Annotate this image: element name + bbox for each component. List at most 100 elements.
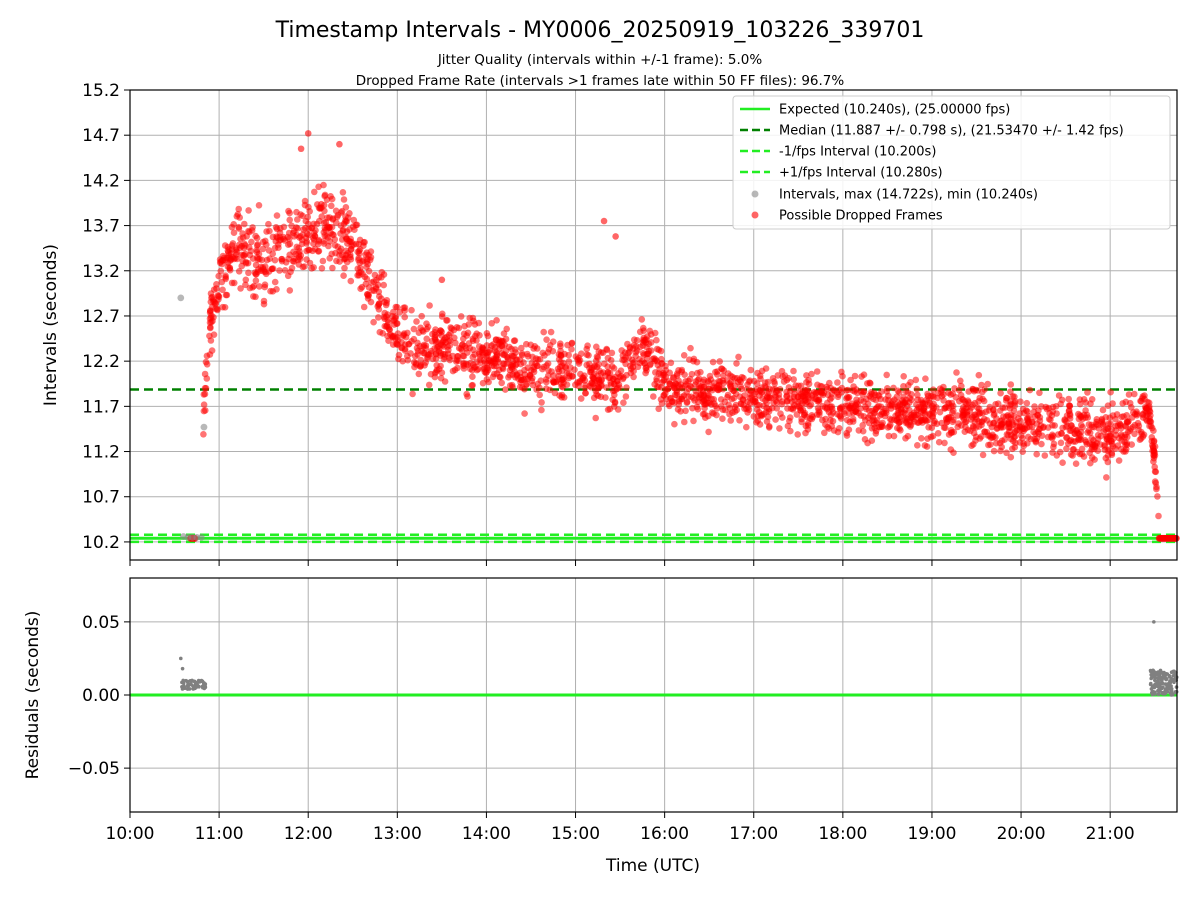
dropped-frame-point: [405, 340, 413, 348]
dropped-frame-point: [975, 371, 983, 379]
dropped-frame-point: [1007, 435, 1015, 443]
dropped-frame-point: [1143, 416, 1150, 423]
residual-point: [180, 687, 185, 691]
dropped-frame-point: [795, 403, 803, 410]
dropped-frame-point: [390, 317, 398, 325]
dropped-frame-point: [1151, 478, 1159, 485]
dropped-frame-point: [200, 431, 207, 438]
dropped-frame-point: [503, 360, 511, 367]
residual-point: [178, 656, 183, 661]
dropped-frame-point: [438, 313, 446, 320]
dropped-frame-point: [306, 259, 314, 267]
dropped-frame-point: [678, 368, 685, 376]
dropped-frame-point: [215, 272, 222, 280]
dropped-frame-point: [541, 352, 548, 359]
dropped-frame-point: [341, 264, 348, 272]
dropped-frame-point: [761, 379, 769, 386]
dropped-frame-point: [693, 403, 701, 411]
dropped-frame-point: [1024, 433, 1032, 441]
dropped-frame-point: [750, 377, 758, 385]
dropped-frame-point: [222, 256, 229, 264]
dropped-frame-point: [717, 396, 725, 403]
dropped-frame-point: [539, 365, 546, 373]
residual-point: [189, 679, 194, 684]
dropped-frame-point: [617, 372, 625, 380]
dropped-frame-point: [503, 325, 511, 333]
dropped-frame-point: [936, 408, 944, 416]
x-tick-label: 12:00: [284, 824, 333, 844]
dropped-frame-point: [834, 379, 841, 386]
dropped-frame-point: [754, 369, 761, 377]
dropped-frame-point: [249, 284, 256, 291]
y-tick-label: 15.2: [82, 81, 120, 101]
dropped-frame-point: [457, 345, 465, 352]
dropped-frame-point: [724, 370, 732, 377]
residual-point: [1153, 678, 1157, 683]
dropped-frame-point: [538, 399, 545, 406]
dropped-frame-point: [773, 399, 781, 406]
dropped-frame-point: [1065, 395, 1072, 403]
dropped-frame-point: [1070, 446, 1077, 453]
dropped-frame-point: [1023, 399, 1031, 407]
dropped-frame-point: [664, 386, 671, 393]
dropped-frame-point: [921, 442, 929, 449]
dropped-frame-point: [436, 345, 443, 352]
intervals-panel: 10.2 10.7 11.2 11.7 12.2 12.7 13.2 13.7 14.2 14.7…: [41, 81, 1180, 566]
dropped-frame-point: [272, 224, 280, 231]
x-tick-label: 18:00: [818, 824, 867, 844]
dropped-frame-point: [282, 259, 290, 266]
dropped-frame-point: [743, 423, 750, 431]
residual-point: [1149, 681, 1153, 686]
dropped-frame-point: [318, 204, 325, 211]
dropped-frame-point: [437, 374, 445, 382]
y-tick-label: 12.7: [82, 307, 120, 327]
dropped-frame-point: [227, 256, 235, 263]
dropped-frame-point: [506, 366, 514, 374]
legend-dropped-marker: [751, 211, 759, 219]
dropped-frame-point: [758, 389, 765, 396]
dropped-frame-point: [756, 421, 764, 428]
residual-point: [1168, 680, 1173, 684]
dropped-frame-point: [269, 250, 277, 258]
dropped-frame-point: [704, 377, 712, 385]
dropped-frame-point: [744, 381, 751, 389]
dropped-frame-point: [329, 264, 336, 272]
interval-point: [200, 423, 208, 431]
dropped-frame-point: [884, 385, 891, 392]
dropped-frame-point: [586, 364, 593, 372]
dropped-frame-point: [723, 377, 731, 384]
dropped-frame-point: [1059, 459, 1066, 467]
dropped-frame-point: [1058, 430, 1065, 437]
dropped-frame-point: [693, 358, 701, 366]
dropped-frame-point: [260, 300, 268, 308]
dropped-frame-point: [1097, 432, 1105, 440]
legend-dropped: Possible Dropped Frames: [779, 209, 943, 224]
dropped-frame-point: [1088, 435, 1095, 442]
dropped-frame-point: [380, 281, 388, 289]
dropped-frame-point: [1137, 398, 1145, 405]
residual-point: [1161, 685, 1165, 689]
dropped-frame-point: [239, 234, 247, 241]
dropped-frame-point: [340, 196, 348, 203]
residual-point: [1157, 673, 1161, 678]
legend-intervals-marker: [751, 190, 759, 198]
residual-point: [1153, 675, 1157, 680]
dropped-frame-point: [804, 422, 812, 429]
dropped-frame-point: [712, 402, 719, 410]
dropped-frame-point: [1033, 435, 1041, 442]
dropped-frame-point: [641, 360, 648, 367]
dropped-frame-point: [720, 372, 727, 380]
dropped-frame-point: [924, 390, 931, 398]
dropped-frame-point: [718, 365, 725, 372]
y-tick-label: 11.7: [82, 397, 120, 417]
dropped-frame-point: [1020, 442, 1028, 450]
dropped-frame-point: [839, 372, 846, 380]
dropped-frame-point: [293, 224, 300, 231]
legend: Expected (10.240s), (25.00000 fps) Media…: [732, 95, 1171, 230]
residual-point: [1153, 670, 1157, 674]
dropped-frame-point: [493, 317, 500, 324]
dropped-frame-point: [806, 389, 813, 396]
dropped-frame-point: [1153, 483, 1160, 491]
dropped-frame-point: [241, 220, 248, 228]
dropped-frame-point: [769, 375, 777, 382]
